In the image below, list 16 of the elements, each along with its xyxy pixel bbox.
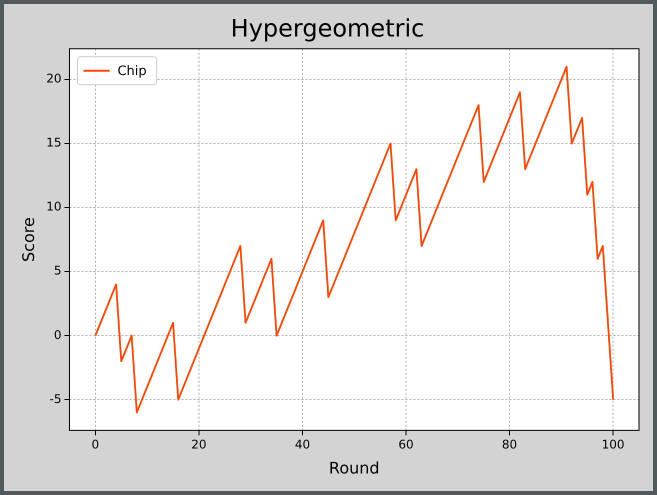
x-axis-title: Round (328, 458, 380, 478)
y-tick-label: 10 (46, 200, 62, 214)
y-tick-label: 15 (46, 136, 62, 150)
y-tick-label: -5 (50, 392, 62, 406)
x-tick-label: 100 (602, 438, 625, 452)
x-tick-label: 40 (294, 438, 310, 452)
y-tick-label: 0 (54, 328, 62, 342)
x-tick-label: 80 (502, 438, 518, 452)
y-axis-title: Score (18, 217, 38, 262)
y-tick-label: 5 (54, 264, 62, 278)
y-tick-label: 20 (46, 72, 62, 86)
x-tick-label: 20 (191, 438, 207, 452)
chart-title: Hypergeometric (230, 14, 424, 43)
x-tick-label: 0 (92, 438, 100, 452)
x-tick-label: 60 (398, 438, 414, 452)
legend-label: Chip (117, 64, 147, 80)
